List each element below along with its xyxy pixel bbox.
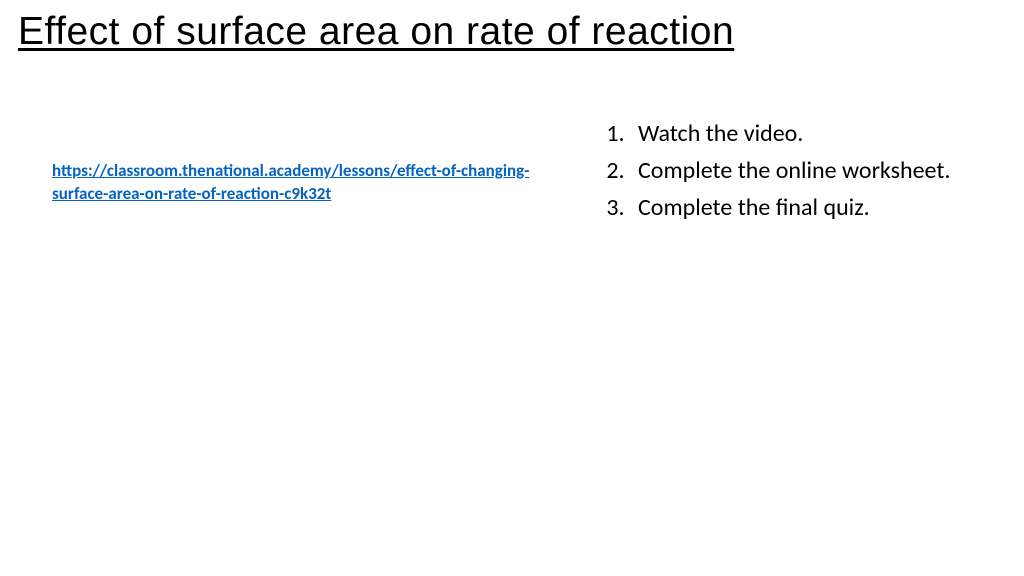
list-item: Watch the video. <box>630 118 980 149</box>
list-item: Complete the online worksheet. <box>630 155 980 186</box>
list-item: Complete the final quiz. <box>630 192 980 223</box>
lesson-link[interactable]: https://classroom.thenational.academy/le… <box>52 160 529 204</box>
lesson-link-block: https://classroom.thenational.academy/le… <box>52 160 532 206</box>
instructions-block: Watch the video. Complete the online wor… <box>580 118 980 230</box>
page-title: Effect of surface area on rate of reacti… <box>18 10 734 54</box>
instructions-list: Watch the video. Complete the online wor… <box>580 118 980 224</box>
